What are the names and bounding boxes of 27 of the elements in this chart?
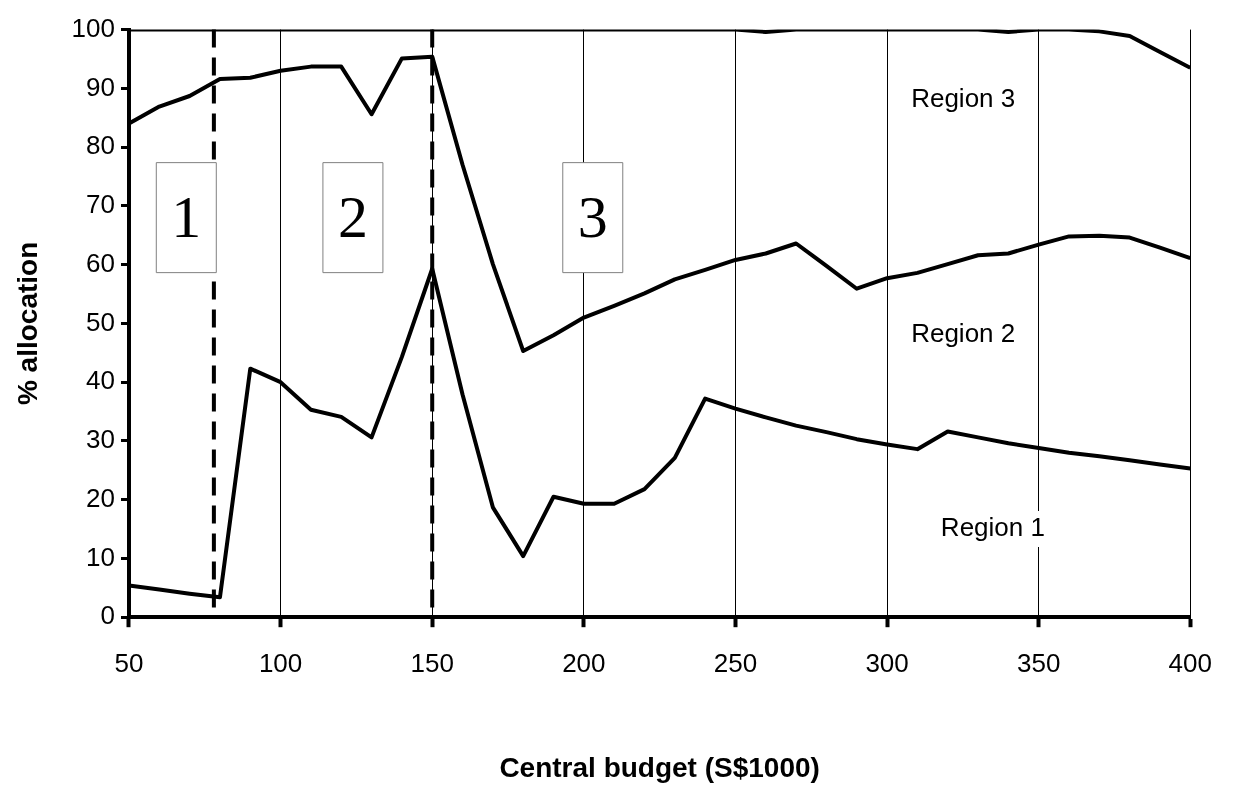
- y-tick-label: 50: [86, 306, 115, 337]
- x-tick-label: 250: [713, 647, 758, 678]
- y-tick-label: 10: [86, 541, 115, 572]
- y-tick-label: 30: [86, 424, 115, 455]
- y-tick-label: 90: [86, 71, 115, 102]
- annotation: 3: [577, 184, 608, 251]
- x-tick-label: 100: [258, 647, 303, 678]
- annotation: Region 2: [911, 318, 1016, 349]
- x-tick-label: 200: [562, 647, 606, 678]
- x-axis-title: Central budget (S$1000): [499, 751, 820, 783]
- annotation: 1: [171, 184, 202, 251]
- x-tick-label: 300: [865, 647, 909, 678]
- y-tick-label: 40: [86, 365, 115, 396]
- x-tick-label: 50: [114, 647, 144, 678]
- y-tick-label: 60: [86, 247, 115, 278]
- y-tick-label: 0: [100, 600, 115, 631]
- y-tick-label: 20: [86, 482, 115, 513]
- x-tick-label: 150: [410, 647, 454, 678]
- y-tick-label: 70: [86, 189, 115, 220]
- y-tick-label: 80: [86, 130, 115, 161]
- annotation: 2: [337, 184, 368, 251]
- y-tick-label: 100: [71, 12, 115, 43]
- annotation: Region 3: [911, 83, 1016, 114]
- y-axis-title: % allocation: [11, 241, 43, 406]
- x-tick-label: 350: [1017, 647, 1061, 678]
- annotation: Region 1: [940, 512, 1045, 543]
- x-tick-label: 400: [1168, 647, 1213, 678]
